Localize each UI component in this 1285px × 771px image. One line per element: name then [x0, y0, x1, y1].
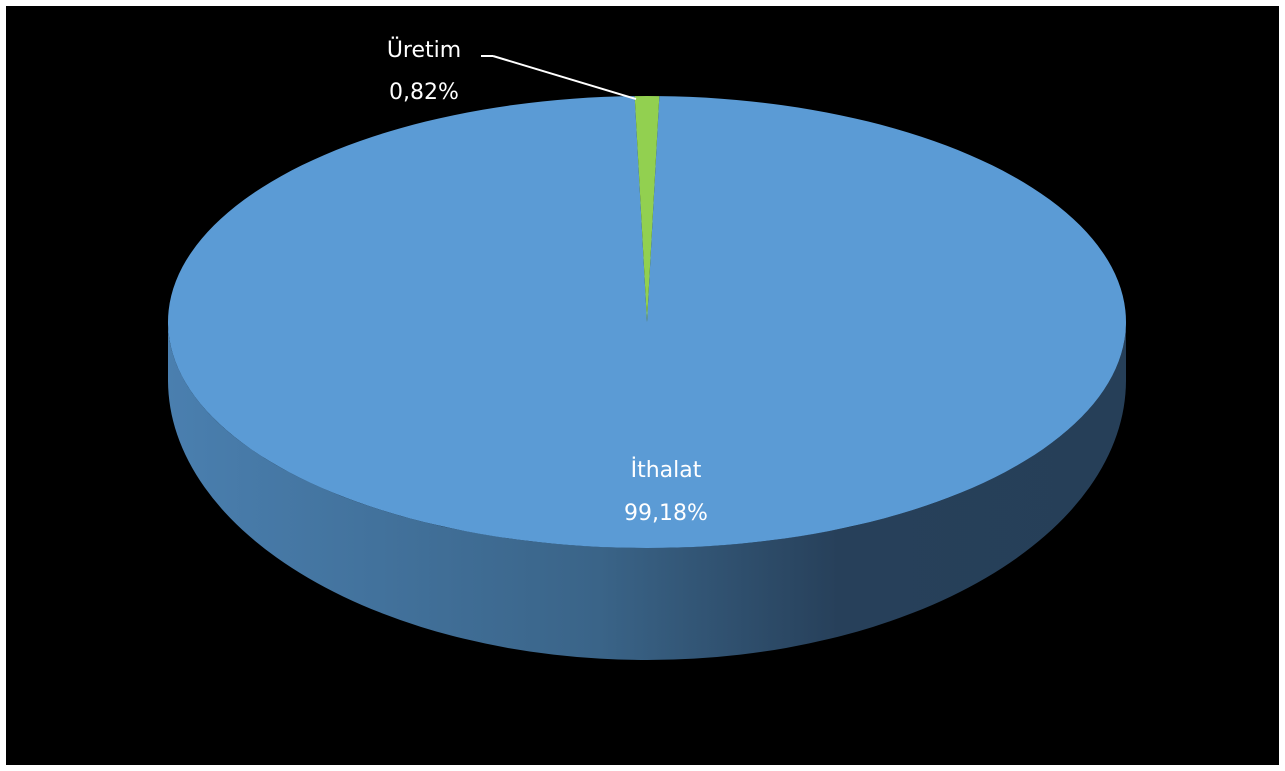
pie-slice-ithalat: [167, 96, 1127, 548]
label-category-uretim: Üretim: [387, 37, 461, 63]
pie-slice-uretim: [634, 95, 660, 322]
label-value-uretim: 0,82%: [389, 80, 459, 105]
label-category-ithalat: İthalat: [631, 457, 702, 483]
pie-side-wall: [168, 322, 1126, 660]
leader-line-uretim: [492, 55, 637, 100]
label-value-ithalat: 99,18%: [624, 501, 708, 526]
